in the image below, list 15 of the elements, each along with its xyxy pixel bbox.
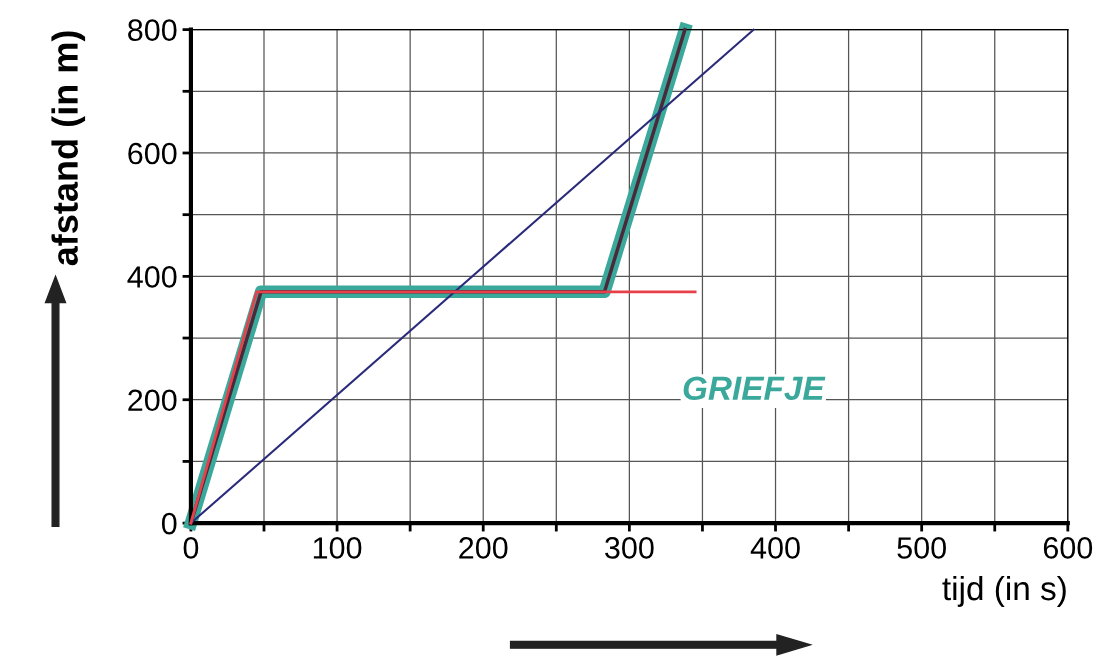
x-tick-label: 0 — [183, 537, 199, 559]
x-tick-label: 100 — [313, 537, 362, 559]
x-tick-label: 400 — [750, 537, 800, 559]
x-tick-label: 500 — [897, 537, 946, 559]
y-axis-title: afstand (in m) — [51, 31, 86, 266]
y-tick-label: 600 — [128, 142, 177, 165]
y-tick-label: 200 — [128, 389, 177, 412]
y-tick-label: 800 — [128, 19, 177, 41]
x-tick-label: 600 — [1043, 537, 1093, 559]
x-tick-label: 200 — [459, 537, 508, 559]
x-axis-title: tijd (in s) — [942, 575, 1066, 607]
annotation: GRIEFJE — [683, 376, 826, 401]
y-tick-label: 0 — [161, 512, 177, 535]
x-tick-label: 300 — [605, 537, 654, 559]
y-tick-label: 400 — [127, 266, 177, 288]
